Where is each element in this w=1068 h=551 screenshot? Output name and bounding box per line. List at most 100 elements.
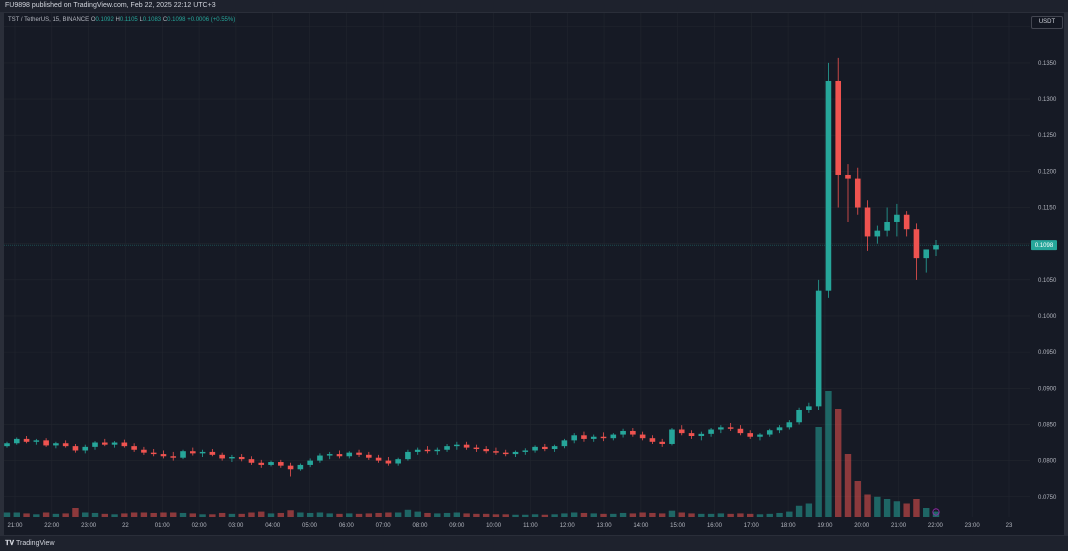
candle-body: [346, 452, 353, 457]
candle-body: [473, 447, 480, 450]
candle-body: [278, 462, 284, 466]
volume-bar: [522, 514, 529, 517]
volume-bar: [473, 513, 480, 517]
x-tick-label: 22:00: [44, 523, 60, 529]
volume-bar: [199, 514, 206, 517]
x-tick-label: 03:00: [228, 523, 244, 529]
volume-bar: [619, 512, 627, 517]
volume-bar: [883, 499, 891, 517]
candle-body: [776, 427, 783, 431]
y-tick-label: 0.1350: [1038, 61, 1057, 67]
open-label: O: [90, 17, 96, 23]
candle-body: [258, 462, 265, 465]
candle-body: [913, 229, 920, 259]
volume-bar: [649, 512, 656, 517]
candle-body: [571, 435, 577, 441]
volume-bar: [218, 512, 226, 517]
candle-body: [766, 430, 773, 435]
y-tick-label: 0.0800: [1038, 459, 1057, 465]
candle-body: [209, 451, 216, 455]
candle-body: [678, 429, 685, 434]
candle-body: [884, 221, 890, 231]
y-tick-label: 0.1200: [1038, 169, 1057, 175]
candle-body: [561, 440, 568, 447]
candle-body: [542, 446, 548, 450]
candle-body: [444, 446, 450, 450]
event-marker-icon: [932, 508, 940, 516]
volume-bar: [3, 512, 11, 517]
candle-body: [874, 230, 881, 237]
volume-bar: [258, 511, 265, 517]
volume-bar: [864, 494, 871, 517]
candle-body: [92, 442, 98, 447]
x-tick-label: 07:00: [376, 523, 392, 529]
volume-bar: [277, 512, 285, 517]
volume-bar: [130, 512, 138, 517]
publish-header: FU9898 published on TradingView.com, Feb…: [0, 0, 1068, 12]
volume-bar: [326, 513, 333, 517]
volume-bar: [228, 513, 236, 517]
candle-body: [121, 442, 128, 447]
candle-body: [512, 451, 519, 455]
x-tick-label: 17:00: [744, 523, 760, 529]
candle-body: [180, 451, 186, 458]
y-tick-label: 0.1250: [1038, 133, 1057, 139]
volume-bar: [209, 514, 216, 517]
candle-body: [845, 174, 851, 179]
volume-bar: [923, 508, 930, 517]
volume-bar: [531, 514, 539, 517]
candle-body: [463, 444, 470, 448]
volume-bar: [424, 512, 431, 517]
candle-body: [366, 454, 372, 458]
candle-body: [131, 446, 137, 450]
candle-body: [620, 430, 626, 435]
x-tick-label: 11:00: [523, 523, 538, 529]
candle-body: [238, 456, 245, 460]
x-tick-label: 05:00: [302, 523, 318, 529]
volume-bar: [42, 512, 50, 517]
volume-bar: [688, 513, 695, 517]
x-tick-label: 16:00: [707, 523, 723, 529]
candle-body: [248, 459, 255, 463]
volume-bar: [82, 512, 89, 517]
candle-body: [688, 433, 695, 437]
x-tick-label: 08:00: [412, 523, 428, 529]
candle-body: [522, 450, 529, 452]
volume-bar: [805, 503, 813, 517]
candle-body: [825, 80, 832, 291]
candle-body: [815, 290, 822, 407]
volume-bar: [463, 513, 470, 517]
candle-body: [737, 428, 744, 434]
volume-bar: [72, 508, 79, 517]
candle-body: [424, 449, 431, 452]
last-price-badge: [1031, 240, 1057, 251]
volume-bar: [492, 514, 500, 517]
symbol-legend: TST / TetherUS, 15, BINANCE O0.1092 H0.1…: [8, 17, 235, 23]
x-tick-label: 20:00: [854, 523, 870, 529]
currency-button[interactable]: USDT: [1031, 16, 1063, 29]
volume-bar: [336, 513, 343, 517]
volume-bar: [795, 505, 803, 517]
volume-bar: [590, 513, 597, 517]
volume-bar: [453, 512, 461, 517]
candle-body: [43, 440, 49, 446]
volume-bar: [815, 427, 822, 517]
volume-bar: [365, 513, 373, 517]
candle-body: [796, 409, 802, 423]
candle-body: [630, 430, 636, 435]
volume-bar: [170, 512, 177, 517]
candle-body: [150, 452, 157, 455]
volume-bar: [668, 510, 676, 517]
volume-bar: [33, 514, 40, 517]
candle-body: [483, 449, 489, 452]
x-tick-label: 15:00: [670, 523, 686, 529]
candle-body: [101, 442, 108, 445]
candle-body: [698, 433, 705, 437]
y-tick-label: 0.0850: [1038, 422, 1057, 428]
volume-bar: [932, 511, 940, 517]
x-tick-label: 22: [122, 523, 129, 529]
volume-bar: [658, 513, 666, 517]
volume-bar: [404, 509, 412, 517]
x-tick-label: 23:00: [965, 523, 981, 529]
